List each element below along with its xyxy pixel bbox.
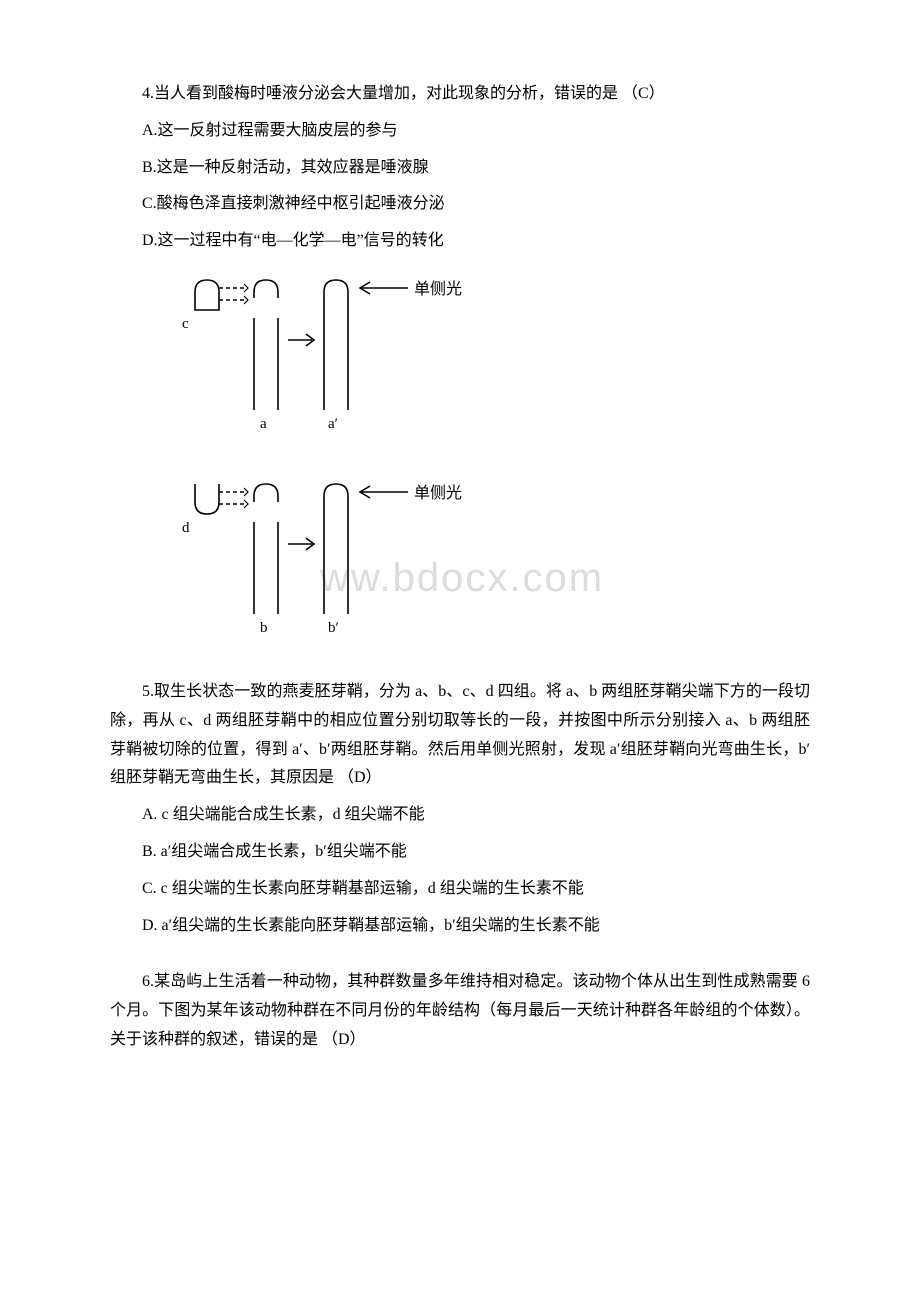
fig1-coleoptile-a bbox=[254, 280, 278, 410]
fig1-label-a: a bbox=[260, 416, 267, 432]
fig2-d-segment bbox=[195, 484, 248, 514]
fig1-transform-arrow bbox=[288, 334, 314, 346]
q4-option-b: B.这是一种反射活动，其效应器是唾液腺 bbox=[110, 154, 810, 183]
fig1-coleoptile-ap bbox=[324, 280, 348, 410]
fig2-label-b: b bbox=[260, 620, 268, 636]
fig1-light-label: 单侧光 bbox=[414, 280, 462, 298]
fig2-light-label: 单侧光 bbox=[414, 484, 462, 502]
fig2-coleoptile-bp bbox=[324, 484, 348, 614]
figure-2: ww.bdocx.com d b bbox=[170, 474, 470, 654]
q6-stem: 6.某岛屿上生活着一种动物，其种群数量多年维持相对稳定。该动物个体从出生到性成熟… bbox=[110, 968, 810, 1054]
fig1-light-arrow bbox=[360, 282, 408, 294]
fig1-label-c: c bbox=[182, 316, 189, 332]
fig2-transform-arrow bbox=[288, 538, 314, 550]
spacer bbox=[110, 948, 810, 968]
page-root: 4.当人看到酸梅时唾液分泌会大量增加，对此现象的分析，错误的是 （C） A.这一… bbox=[0, 0, 920, 1123]
q5-option-b: B. a′组尖端合成生长素，b′组尖端不能 bbox=[110, 838, 810, 867]
q5-option-c: C. c 组尖端的生长素向胚芽鞘基部运输，d 组尖端的生长素不能 bbox=[110, 875, 810, 904]
fig1-c-segment bbox=[195, 280, 248, 310]
figure-1: c a a′ bbox=[170, 270, 470, 450]
fig2-coleoptile-b bbox=[254, 484, 278, 614]
q4-option-d: D.这一过程中有“电—化学—电”信号的转化 bbox=[110, 227, 810, 256]
fig2-label-bp: b′ bbox=[328, 620, 339, 636]
fig2-label-d: d bbox=[182, 520, 190, 536]
q5-option-d: D. a′组尖端的生长素能向胚芽鞘基部运输，b′组尖端的生长素不能 bbox=[110, 912, 810, 941]
fig1-label-ap: a′ bbox=[328, 416, 338, 432]
q5-option-a: A. c 组尖端能合成生长素，d 组尖端不能 bbox=[110, 801, 810, 830]
q5-stem: 5.取生长状态一致的燕麦胚芽鞘，分为 a、b、c、d 四组。将 a、b 两组胚芽… bbox=[110, 678, 810, 793]
q4-stem: 4.当人看到酸梅时唾液分泌会大量增加，对此现象的分析，错误的是 （C） bbox=[110, 80, 810, 109]
q4-option-a: A.这一反射过程需要大脑皮层的参与 bbox=[110, 117, 810, 146]
fig2-light-arrow bbox=[360, 486, 408, 498]
q4-option-c: C.酸梅色泽直接刺激神经中枢引起唾液分泌 bbox=[110, 190, 810, 219]
